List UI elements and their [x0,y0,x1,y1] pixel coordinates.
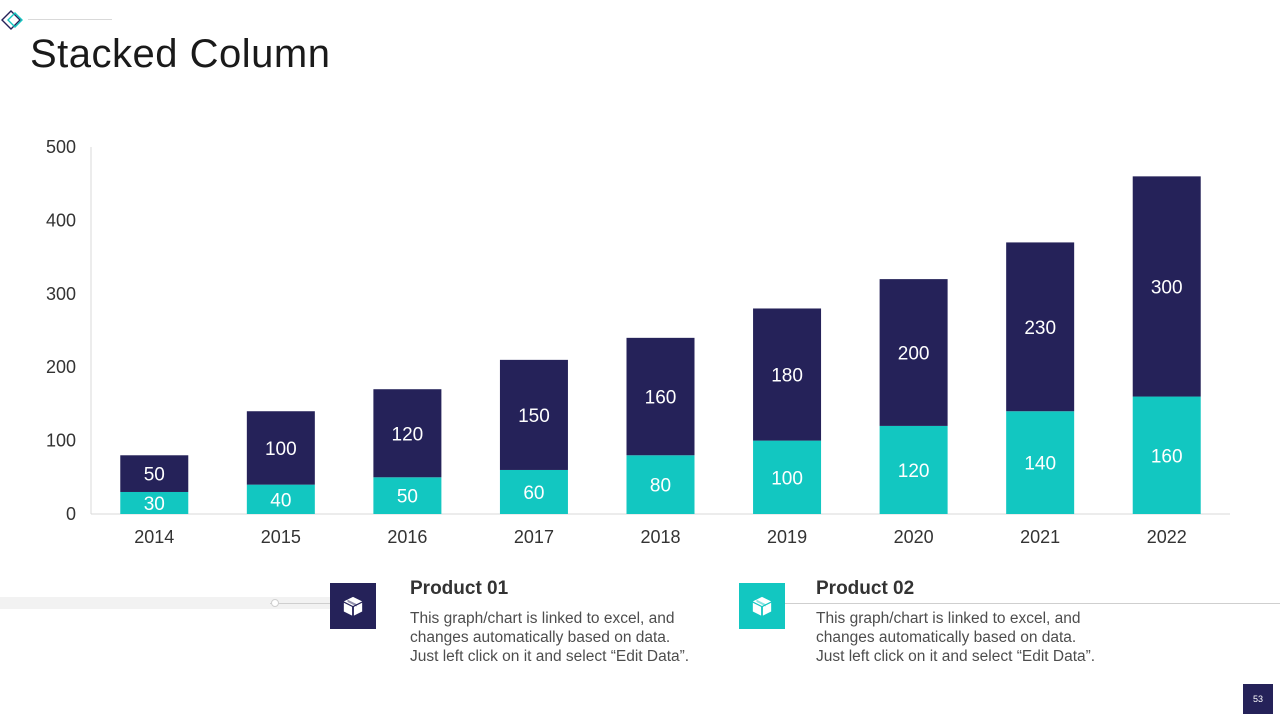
bar-product01 [499,359,568,470]
data-label: 100 [771,468,803,489]
data-label: 180 [771,366,803,387]
decorative-band [0,597,330,609]
decorative-line [270,603,330,604]
x-tick-label: 2014 [134,527,174,547]
data-label: 50 [397,487,418,508]
legend-product01-title: Product 01 [410,578,509,599]
bar-product02 [626,455,695,514]
bar-product01 [1132,176,1201,397]
data-label: 300 [1151,277,1183,298]
bar-product02 [753,440,822,514]
bar-product01 [246,411,315,485]
y-tick-label: 200 [46,357,76,377]
bar-product01 [626,337,695,456]
x-tick-label: 2017 [514,527,554,547]
x-tick-label: 2016 [387,527,427,547]
page-title: Stacked Column [30,32,331,76]
x-tick-label: 2022 [1147,527,1187,547]
bar-product01 [1006,242,1075,412]
data-label: 40 [270,490,291,511]
stacked-column-chart: 0 100 200 300 400 500 2014 30 50 2015 40 100 2016 50 1… [46,137,1230,547]
y-tick-label: 400 [46,210,76,230]
x-tick-label: 2021 [1020,527,1060,547]
bar-product02 [373,477,442,514]
data-label: 60 [523,483,544,504]
legend-product02-box-icon [739,583,785,629]
data-label: 30 [144,494,165,515]
data-label: 50 [144,465,165,486]
data-label: 160 [1151,446,1183,467]
data-label: 230 [1024,318,1056,339]
data-label: 160 [645,388,677,409]
bar-product02 [1132,396,1201,514]
legend-product02-desc-line: changes automatically based on data. [816,629,1077,646]
y-tick-label: 0 [66,504,76,524]
x-tick-label: 2019 [767,527,807,547]
legend-product02-desc-line: Just left click on it and select “Edit D… [816,648,1096,665]
legend-product01-desc-line: This graph/chart is linked to excel, and [410,610,675,627]
bar-product02 [246,484,315,514]
bar-product02 [499,469,568,514]
legend-product01-desc-line: changes automatically based on data. [410,629,671,646]
legend-product01-description: This graph/chart is linked to excel, and… [410,609,730,666]
y-tick-label: 100 [46,431,76,451]
legend-product02-title: Product 02 [816,578,915,599]
data-label: 120 [898,461,930,482]
legend-divider [780,603,1280,604]
header-divider [28,19,112,20]
page-number: 53 [1243,684,1273,714]
x-tick-label: 2020 [894,527,934,547]
bar-product02 [120,491,189,514]
data-label: 150 [518,406,550,427]
y-tick-label: 500 [46,137,76,157]
y-tick-label: 300 [46,284,76,304]
legend-product01-desc-line: Just left click on it and select “Edit D… [410,648,690,665]
x-tick-label: 2015 [261,527,301,547]
bar-product02 [879,425,948,514]
decorative-dot [271,599,279,607]
data-label: 120 [392,424,424,445]
x-tick-label: 2018 [640,527,680,547]
bar-product01 [753,308,822,441]
data-label: 80 [650,476,671,497]
legend-product02-desc-line: This graph/chart is linked to excel, and [816,610,1081,627]
legend-product01-box-icon [330,583,376,629]
legend-product02-description: This graph/chart is linked to excel, and… [816,609,1136,666]
data-label: 200 [898,344,930,365]
bar-product01 [120,455,189,492]
bar-product01 [879,279,948,426]
bar-product01 [373,389,442,478]
data-label: 100 [265,439,297,460]
bar-product02 [1006,411,1075,514]
logo-diamond-icon [1,10,23,30]
data-label: 140 [1024,454,1056,475]
